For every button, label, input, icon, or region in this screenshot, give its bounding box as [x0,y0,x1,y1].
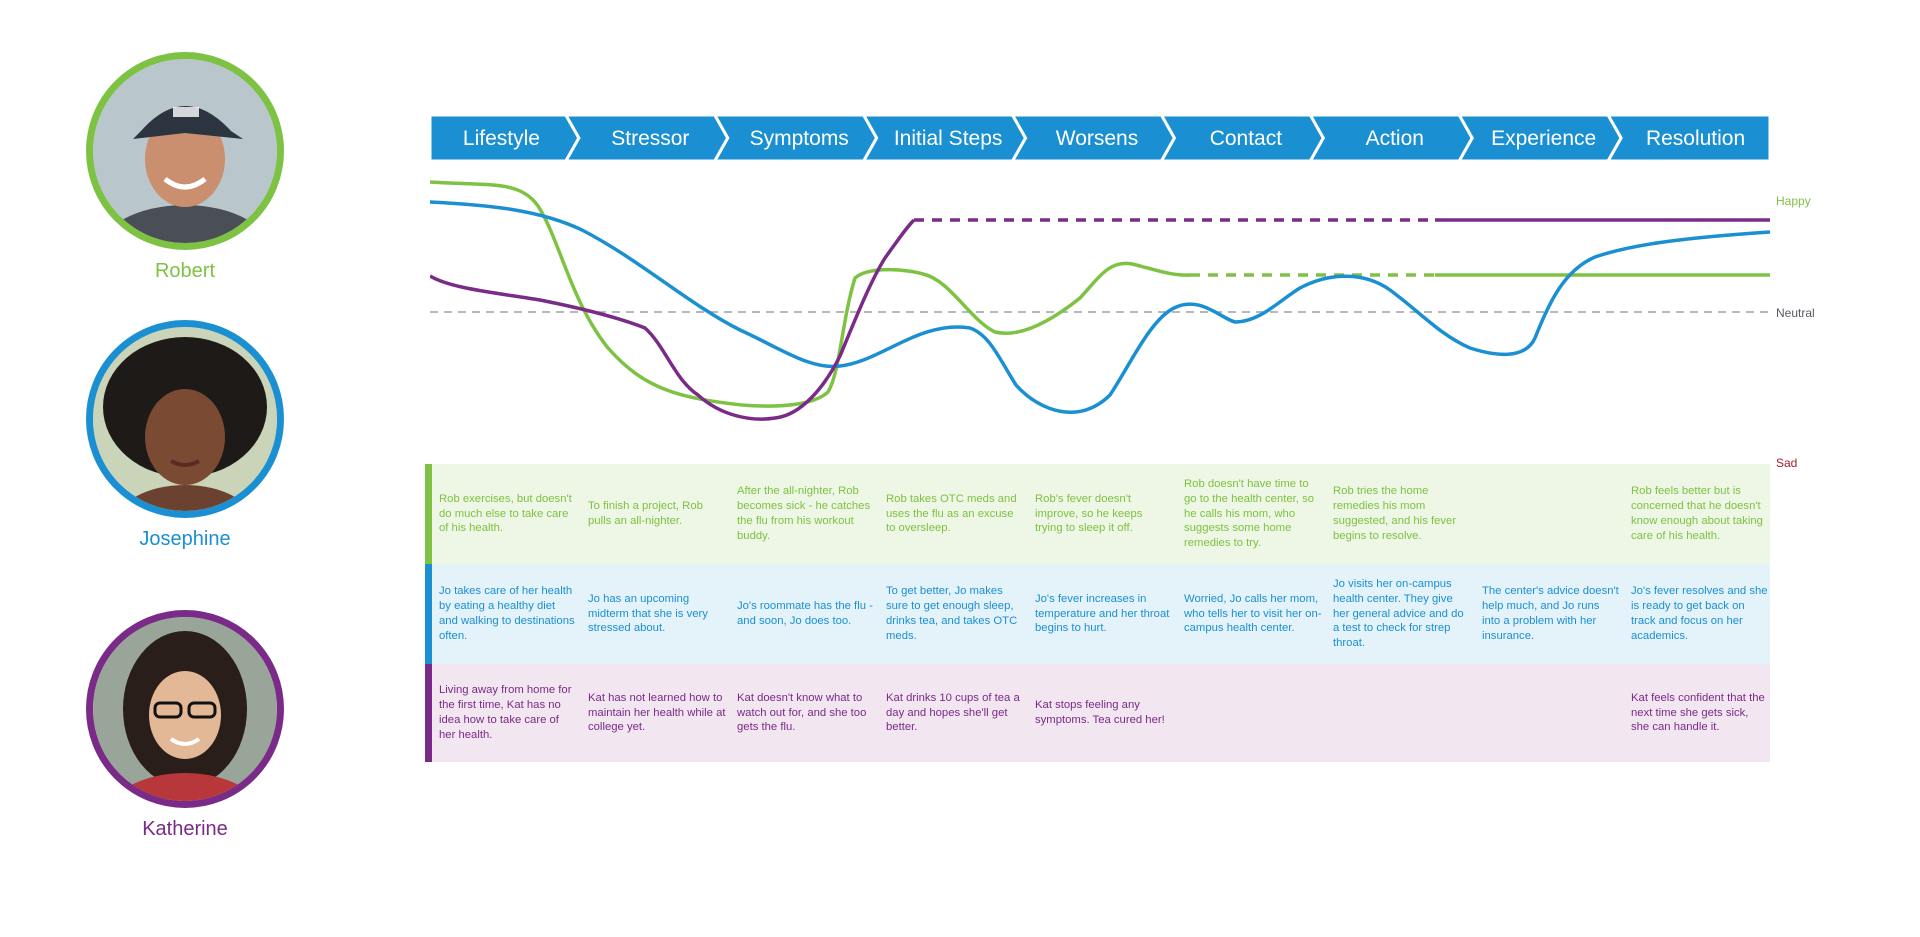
table-cell: Worried, Jo calls her mom, who tells her… [1184,592,1322,635]
persona-name: Robert [154,260,216,282]
persona-josephine: Josephine [80,320,290,551]
stage-chevron [1010,115,1177,161]
stage-chevron [564,115,730,161]
persona-katherine: Katherine [80,610,290,841]
robert-avatar-illustration [93,59,277,243]
persona-name: Josephine [139,528,231,550]
stage-chevron [1457,115,1623,161]
josephine-row: Jo takes care of her health by eating a … [425,564,1770,664]
table-cell: Kat stops feeling any symptoms. Tea cure… [1035,699,1165,726]
table-cell: Jo's fever increases in temperature and … [1035,592,1170,635]
emotional-journey-chart: Happy Neutral Sad [430,180,1815,470]
katherine-avatar-photo [86,610,284,808]
stage-chevron [1308,115,1474,161]
stage-label: Stressor [611,127,689,150]
table-cell: Kat feels confident that the next time s… [1631,691,1765,734]
table-cell: After the all-nighter, Rob becomes sick … [737,485,871,542]
sad-label: Sad [1776,456,1797,470]
stage-label: Action [1366,127,1424,150]
table-cell: Kat drinks 10 cups of tea a day and hope… [886,691,1020,734]
robert-avatar-photo [86,52,284,250]
katherine-avatar-illustration [93,617,277,801]
table-cell: Kat has not learned how to maintain her … [588,691,726,734]
persona-name: Katherine [142,818,228,840]
table-cell: Rob's fever doesn't improve, so he keeps… [1035,492,1143,535]
katherine-mood-curve [430,218,916,421]
stage-label: Lifestyle [463,127,540,150]
table-cell: Rob exercises, but doesn't do much else … [439,492,572,535]
happy-label: Happy [1776,194,1811,208]
table-cell: Rob takes OTC meds and uses the flu as a… [886,492,1017,535]
stage-label: Symptoms [750,127,849,150]
stage-label: Initial Steps [894,127,1003,150]
stage-label: Experience [1491,127,1596,150]
stage-chevron [1159,115,1326,161]
katherine-row-marker [425,664,432,762]
josephine-row-marker [425,564,432,664]
table-cell: Rob feels better but is concerned that h… [1631,485,1763,542]
stage-chevron [1606,115,1770,161]
table-cell: Jo visits her on-campus health center. T… [1333,578,1464,650]
robert-row: Rob exercises, but doesn't do much else … [425,464,1770,564]
table-cell: Kat doesn't know what to watch out for, … [737,691,867,734]
table-cell [1475,464,1624,564]
josephine-avatar-photo [86,320,284,518]
table-cell: To get better, Jo makes sure to get enou… [886,585,1018,642]
table-cell: Jo's roommate has the flu - and soon, Jo… [737,600,873,627]
stage-label: Contact [1210,127,1283,150]
stage-chevron [713,115,879,161]
table-cell: Jo takes care of her health by eating a … [439,585,575,642]
table-cell: Rob doesn't have time to go to the healt… [1184,478,1315,550]
table-cell: To finish a project, Rob pulls an all-ni… [588,500,703,527]
stage-label: Resolution [1646,127,1745,150]
persona-robert: Robert [80,52,290,283]
table-cell [1475,664,1624,762]
journey-descriptions-table: Rob exercises, but doesn't do much else … [425,464,1770,762]
journey-stage-bar: Lifestyle Stressor Symptoms Initial Steps Wo… [430,115,1770,161]
robert-row-marker [425,464,432,564]
table-cell: The center's advice doesn't help much, a… [1482,585,1619,642]
robert-mood-curve [430,180,1191,408]
table-cell: Jo has an upcoming midterm that she is v… [588,592,708,635]
stage-label: Worsens [1056,127,1138,150]
josephine-mood-curve [430,200,1771,414]
table-cell [1326,664,1475,762]
table-cell: Living away from home for the first time… [439,684,572,741]
table-cell [1177,664,1326,762]
stage-chevron [861,115,1028,161]
neutral-label: Neutral [1776,306,1815,320]
josephine-avatar-illustration [93,327,277,511]
table-cell: Rob tries the home remedies his mom sugg… [1333,485,1457,542]
table-cell: Jo's fever resolves and she is ready to … [1631,585,1768,642]
katherine-row: Living away from home for the first time… [425,664,1770,762]
